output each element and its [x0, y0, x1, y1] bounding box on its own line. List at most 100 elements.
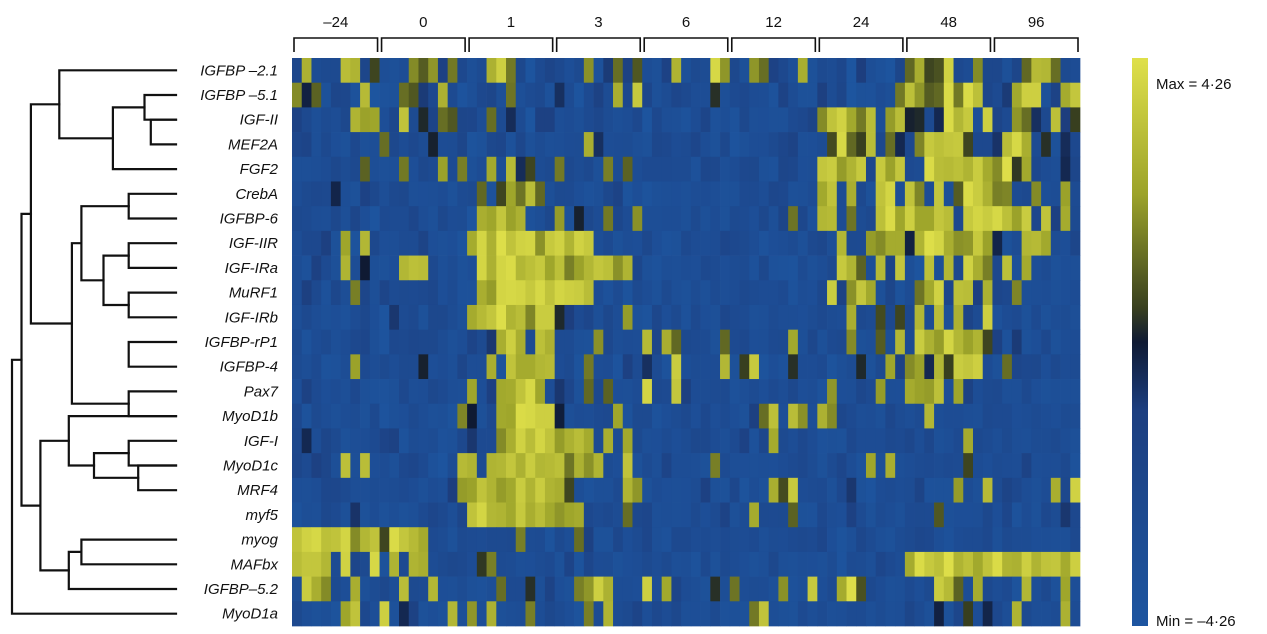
heatmap-cell	[447, 527, 458, 553]
heatmap-cell	[321, 477, 332, 503]
heatmap-cell	[1060, 502, 1071, 528]
heatmap-cell	[330, 428, 341, 454]
heatmap-cell	[642, 304, 653, 331]
heatmap-cell	[768, 280, 779, 306]
heatmap-cell	[836, 304, 847, 331]
heatmap-cell	[399, 354, 410, 380]
heatmap-cell	[408, 255, 419, 281]
heatmap-cell	[583, 477, 594, 503]
heatmap-cell	[885, 527, 896, 553]
heatmap-cell	[340, 527, 351, 553]
heatmap-cell	[982, 329, 993, 355]
heatmap-cell	[408, 230, 419, 256]
heatmap-cell	[671, 453, 682, 479]
heatmap-cell	[885, 453, 896, 479]
heatmap-cell	[389, 403, 400, 429]
heatmap-cell	[399, 453, 410, 479]
heatmap-cell	[904, 82, 915, 108]
heatmap-cell	[613, 527, 624, 553]
heatmap-cell	[661, 403, 672, 429]
heatmap-cell	[603, 304, 614, 331]
heatmap-cell	[934, 502, 945, 528]
heatmap-cell	[476, 181, 487, 207]
heatmap-cell	[758, 601, 770, 627]
heatmap-cell	[1050, 132, 1061, 158]
heatmap-cell	[1011, 428, 1022, 454]
heatmap-cell	[856, 329, 867, 355]
heatmap-cell	[554, 453, 565, 479]
heatmap-cell	[583, 453, 594, 479]
heatmap-cell	[437, 156, 449, 182]
heatmap-cell	[943, 601, 954, 627]
heatmap-cell	[924, 354, 935, 380]
heatmap-cell	[739, 527, 750, 553]
heatmap-cell	[311, 354, 322, 380]
heatmap-cell	[389, 181, 400, 207]
heatmap-cell	[807, 107, 818, 133]
heatmap-cell	[437, 527, 449, 553]
heatmap-cell	[408, 156, 419, 182]
heatmap-cell	[311, 527, 322, 553]
heatmap-cell	[992, 107, 1003, 133]
heatmap-cell	[865, 477, 877, 503]
heatmap-cell	[632, 156, 643, 182]
heatmap-cell	[389, 304, 400, 331]
heatmap-cell	[904, 576, 915, 602]
heatmap-cell	[418, 428, 429, 454]
heatmap-cell	[739, 206, 750, 232]
heatmap-cell	[583, 82, 594, 108]
heatmap-cell	[593, 156, 604, 182]
heatmap-cell	[963, 576, 974, 602]
heatmap-cell	[350, 477, 361, 503]
heatmap-cell	[846, 477, 857, 503]
heatmap-cell	[1041, 354, 1052, 380]
heatmap-cell	[1011, 477, 1022, 503]
heatmap-cell	[758, 280, 770, 306]
heatmap-cell	[729, 82, 740, 108]
heatmap-cell	[904, 527, 915, 553]
heatmap-cell	[632, 601, 643, 627]
heatmap-cell	[661, 379, 672, 405]
heatmap-cell	[1002, 551, 1013, 577]
heatmap-cell	[758, 502, 770, 528]
heatmap-cell	[963, 304, 974, 331]
heatmap-cell	[904, 403, 915, 429]
heatmap-cell	[934, 181, 945, 207]
heatmap-cell	[749, 304, 760, 331]
heatmap-cell	[574, 453, 585, 479]
heatmap-cell	[496, 107, 507, 133]
heatmap-cell	[651, 551, 663, 577]
heatmap-cell	[1050, 230, 1061, 256]
heatmap-cell	[729, 379, 740, 405]
heatmap-cell	[953, 206, 964, 232]
heatmap-cell	[544, 255, 556, 281]
heatmap-cell	[486, 82, 497, 108]
heatmap-cell	[476, 82, 487, 108]
heatmap-cell	[515, 502, 526, 528]
heatmap-cell	[642, 206, 653, 232]
heatmap-cell	[875, 403, 886, 429]
heatmap-cell	[992, 576, 1003, 602]
heatmap-cell	[408, 576, 419, 602]
heatmap-cell	[379, 230, 390, 256]
heatmap-cell	[729, 527, 740, 553]
heatmap-cell	[457, 527, 468, 553]
heatmap-cell	[564, 379, 575, 405]
heatmap-cell	[554, 132, 565, 158]
heatmap-cell	[408, 601, 419, 627]
heatmap-cell	[924, 280, 935, 306]
heatmap-cell	[1050, 601, 1061, 627]
heatmap-cell	[593, 428, 604, 454]
heatmap-cell	[972, 107, 984, 133]
heatmap-cell	[506, 58, 517, 84]
heatmap-cell	[758, 527, 770, 553]
heatmap-cell	[1031, 428, 1042, 454]
heatmap-cell	[437, 255, 449, 281]
heatmap-cell	[671, 58, 682, 84]
heatmap-cell	[788, 304, 799, 331]
heatmap-cell	[476, 551, 487, 577]
heatmap-cell	[544, 58, 556, 84]
heatmap-cell	[506, 428, 517, 454]
heatmap-cell	[875, 502, 886, 528]
heatmap-cell	[865, 601, 877, 627]
